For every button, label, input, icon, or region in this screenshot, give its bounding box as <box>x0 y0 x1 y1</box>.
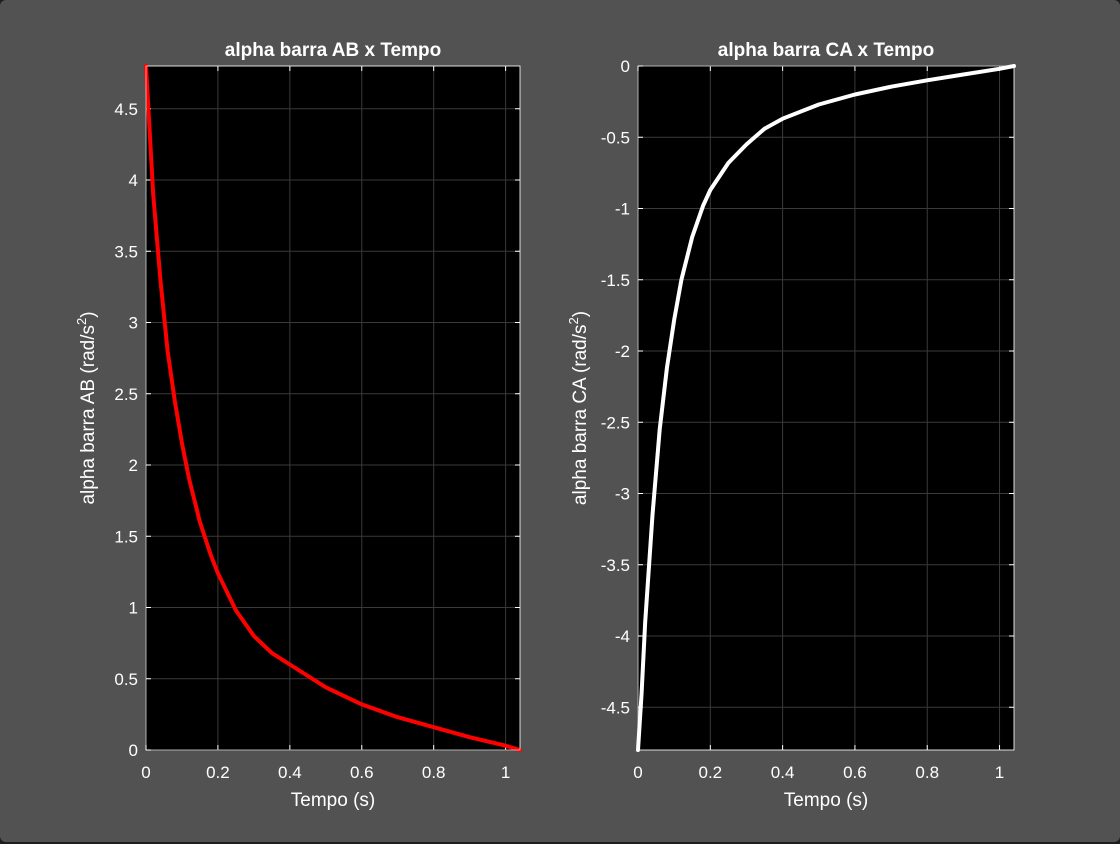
x-tick-label: 0 <box>141 763 150 782</box>
y-tick-label: 4 <box>129 171 138 190</box>
y-tick-label: -0.5 <box>601 128 630 147</box>
y-tick-label: 1.5 <box>114 527 138 546</box>
y-tick-label: 1 <box>129 599 138 618</box>
chart-alpha-ca[interactable]: 0 0.2 0.4 0.6 0.8 1 0 -0.5 -1 -1.5 -2 -2.5 -3 -3.5 -4 -… <box>566 40 1016 811</box>
y-axis-label-superscript: 2 <box>74 318 89 325</box>
x-tick-label: 0.6 <box>350 763 374 782</box>
y-tick-label: 2 <box>129 456 138 475</box>
y-tick-label: 0.5 <box>114 670 138 689</box>
plot-border <box>145 65 521 751</box>
x-tick-label: 0.4 <box>771 763 795 782</box>
plot-border <box>637 65 1015 751</box>
x-tick-label: 1 <box>501 763 510 782</box>
x-tick-label: 0.8 <box>915 763 939 782</box>
y-tick-label: 0 <box>129 741 138 760</box>
chart-alpha-ab[interactable]: 0 0.2 0.4 0.6 0.8 1 0 0.5 1 1.5 2 2.5 3 3.5 4 4.5 alpha … <box>74 40 522 811</box>
x-tick-label: 0.2 <box>206 763 230 782</box>
y-tick-label: 4.5 <box>114 100 138 119</box>
chart-title: alpha barra CA x Tempo <box>718 40 934 61</box>
x-tick-label: 0 <box>633 763 642 782</box>
y-tick-label: 0 <box>621 57 630 76</box>
y-tick-label: -2.5 <box>601 413 630 432</box>
series-line <box>636 64 1016 752</box>
x-tick-label: 0.6 <box>843 763 867 782</box>
x-tick-label: 0.4 <box>278 763 302 782</box>
y-tick-label: -3 <box>615 485 630 504</box>
y-axis-label-superscript: 2 <box>566 317 581 324</box>
series-line <box>144 64 522 752</box>
x-axis-label: Tempo (s) <box>784 790 868 811</box>
y-axis-label-close: ) <box>570 311 591 317</box>
y-axis-label-close: ) <box>78 311 99 317</box>
plot-area <box>637 65 1015 751</box>
x-tick-label: 0.8 <box>422 763 446 782</box>
y-tick-label: 3.5 <box>114 242 138 261</box>
y-tick-label: -4.5 <box>601 698 630 717</box>
x-axis-label: Tempo (s) <box>291 790 375 811</box>
y-axis-label-main: alpha barra AB (rad/s <box>78 325 99 505</box>
y-tick-label: -3.5 <box>601 556 630 575</box>
x-tick-label: 0.2 <box>698 763 722 782</box>
y-tick-label: -1.5 <box>601 271 630 290</box>
plot-area <box>145 65 521 751</box>
y-tick-label: -4 <box>615 627 630 646</box>
y-tick-label: -2 <box>615 342 630 361</box>
y-axis-label: alpha barra CA (rad/s2) <box>566 311 591 505</box>
y-tick-label: 2.5 <box>114 385 138 404</box>
y-axis-label: alpha barra AB (rad/s2) <box>74 311 99 504</box>
x-tick-label: 1 <box>995 763 1004 782</box>
y-axis-label-main: alpha barra CA (rad/s <box>570 324 591 505</box>
y-tick-label: 3 <box>129 314 138 333</box>
chart-title: alpha barra AB x Tempo <box>225 40 441 61</box>
y-tick-label: -1 <box>615 200 630 219</box>
